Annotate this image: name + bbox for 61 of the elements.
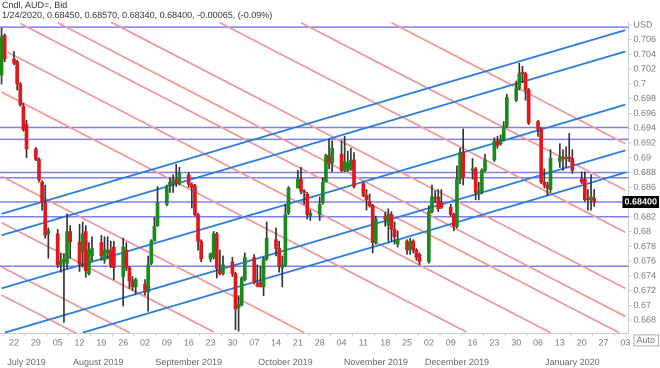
y-tick-label: 0.694 xyxy=(633,122,656,133)
y-tick-label: 0.686 xyxy=(633,182,656,192)
x-tick-label: 16 xyxy=(184,337,194,348)
x-tick-label: 20 xyxy=(576,337,587,348)
x-tick-label: 09 xyxy=(446,337,456,348)
x-tick-label: 12 xyxy=(74,337,85,348)
x-tick-label: 16 xyxy=(468,337,478,348)
x-tick-label: 21 xyxy=(292,337,303,348)
x2-tick-label: December 2019 xyxy=(424,357,489,368)
x-tick-label: 03 xyxy=(620,337,630,348)
x-tick-label: 27 xyxy=(598,337,609,348)
x-tick-label: 30 xyxy=(511,337,522,348)
candlestick xyxy=(589,174,593,210)
y-tick-label: 0.696 xyxy=(633,108,656,118)
x-tick-label: 14 xyxy=(271,337,282,348)
y-tick-label: 0.672 xyxy=(633,285,656,296)
y-tick-label: 0.68 xyxy=(633,226,652,236)
x-tick-label: 13 xyxy=(554,337,565,348)
x-tick-label: 22 xyxy=(9,337,20,348)
x-tick-label: 02 xyxy=(140,337,150,348)
y-tick-label: 0.7 xyxy=(633,78,646,88)
x-tick-label: 19 xyxy=(96,337,106,348)
x-tick-label: 11 xyxy=(358,337,368,348)
x2-tick-label: October 2019 xyxy=(258,357,313,368)
x2-tick-label: September 2019 xyxy=(155,357,222,368)
y-tick-label: 0.69 xyxy=(633,152,652,162)
y-tick-label: 0.698 xyxy=(633,93,656,104)
y-tick-label: 0.678 xyxy=(633,240,656,251)
x-tick-label: 05 xyxy=(52,337,63,348)
y-tick-label: 0.692 xyxy=(633,138,656,148)
x-tick-label: 25 xyxy=(402,337,412,348)
x-tick-label: 29 xyxy=(30,337,41,348)
x-tick-label: 30 xyxy=(227,337,238,348)
x-tick-label: 06 xyxy=(533,337,544,348)
text: Auto xyxy=(636,334,655,345)
y-tick-label: 0.682 xyxy=(633,211,656,222)
x-tick-label: 23 xyxy=(489,337,500,348)
x2-tick-label: November 2019 xyxy=(344,357,408,368)
x-tick-label: 07 xyxy=(249,337,260,348)
y-tick-label: 0.67 xyxy=(633,300,652,310)
x2-tick-label: January 2020 xyxy=(545,357,600,368)
chart-subtitle: 1/24/2020, 0.68450, 0.68570, 0.68340, 0.68400, -0.00065, (-0.09%) xyxy=(2,10,272,20)
y-tick-label: 0.676 xyxy=(633,256,656,266)
y-tick-label: 0.674 xyxy=(633,270,656,280)
y-tick-label: 0.702 xyxy=(633,64,656,74)
y-tick-label: USD xyxy=(633,19,653,30)
x-tick-label: 26 xyxy=(118,337,128,348)
y-tick-label: 0.706 xyxy=(633,34,656,44)
y-tick-label: 0.704 xyxy=(633,48,656,59)
x-tick-label: 02 xyxy=(424,337,434,348)
chart-title: Cndl, AUD=, Bid xyxy=(2,0,68,10)
x-tick-label: 04 xyxy=(336,337,347,348)
x-tick-label: 23 xyxy=(206,337,216,348)
x-tick-label: 09 xyxy=(162,337,172,348)
x2-tick-label: August 2019 xyxy=(72,357,124,368)
x-tick-label: 28 xyxy=(314,337,325,348)
y-tick-label: 0.668 xyxy=(633,314,656,325)
ref-line-label: 0.68400 xyxy=(624,196,658,207)
x2-tick-label: July 2019 xyxy=(7,357,46,368)
x-tick-label: 18 xyxy=(380,337,390,348)
y-tick-label: 0.688 xyxy=(633,167,656,178)
